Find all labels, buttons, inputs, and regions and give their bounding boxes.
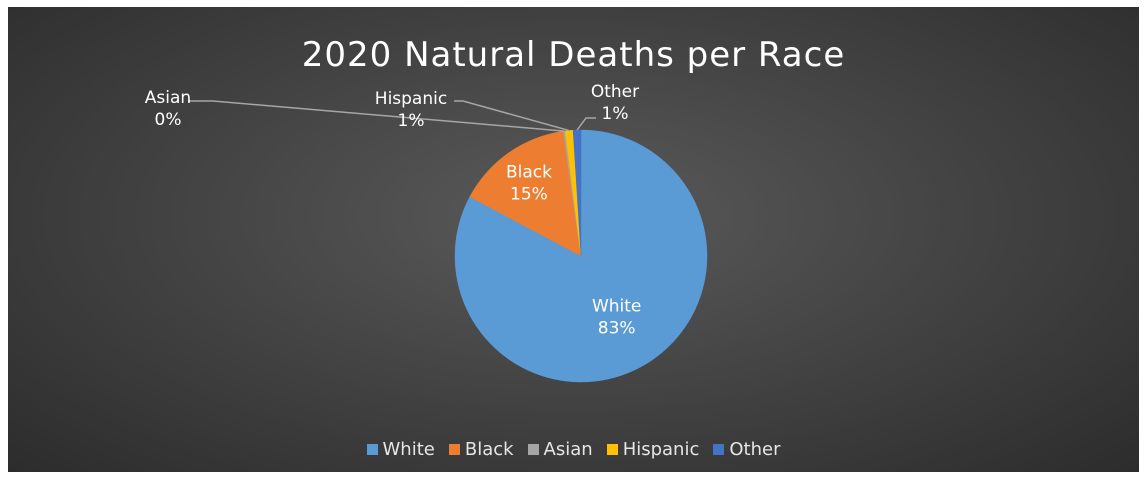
data-label-hispanic-value: 1% [398, 111, 425, 131]
legend-item-hispanic: Hispanic [606, 439, 700, 460]
legend-swatch-asian [527, 444, 539, 455]
chart-title: 2020 Natural Deaths per Race [301, 35, 846, 75]
pie-slice-black [469, 130, 582, 257]
data-label-white-name: White [592, 296, 641, 316]
leader-line-asian [188, 100, 565, 132]
legend-label-black: Black [464, 439, 514, 460]
chart-legend: White Black Asian Hispanic Other [8, 439, 1139, 460]
legend-item-white: White [366, 439, 435, 460]
legend-item-other: Other [713, 439, 780, 460]
legend-label-other: Other [729, 439, 781, 460]
legend-item-black: Black [448, 439, 514, 460]
chart-area: 2020 Natural Deaths per Race White 83% Bla… [8, 7, 1139, 472]
data-label-other-value: 1% [602, 104, 629, 124]
data-label-hispanic-name: Hispanic [375, 89, 447, 109]
legend-swatch-hispanic [606, 444, 618, 455]
legend-swatch-black [448, 444, 460, 455]
legend-swatch-white [366, 444, 378, 455]
legend-swatch-other [713, 444, 725, 455]
legend-item-asian: Asian [527, 439, 593, 460]
legend-label-asian: Asian [543, 439, 593, 460]
legend-label-hispanic: Hispanic [622, 439, 700, 460]
leader-line-hispanic [454, 100, 570, 132]
leader-line-other [576, 117, 596, 131]
data-label-black-value: 15% [510, 185, 548, 205]
data-label-asian-name: Asian [145, 88, 191, 108]
data-label-other-name: Other [591, 82, 639, 102]
data-label-black-name: Black [506, 163, 552, 183]
legend-label-white: White [382, 439, 435, 460]
data-label-white-value: 83% [598, 318, 636, 338]
data-label-asian-value: 0% [155, 110, 182, 130]
